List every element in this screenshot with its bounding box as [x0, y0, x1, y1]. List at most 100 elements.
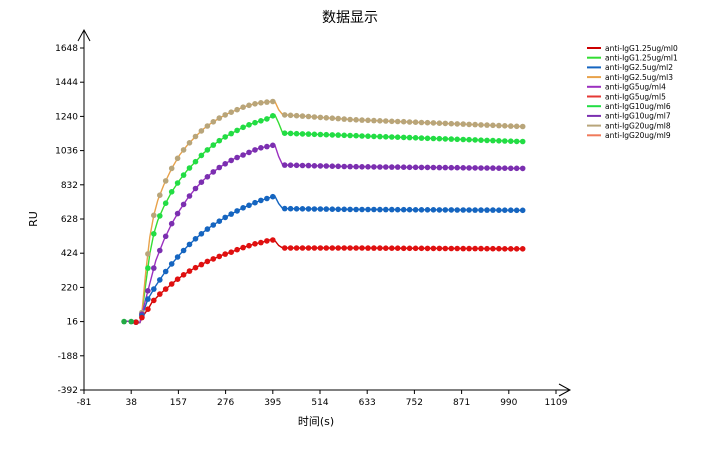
series-point [418, 245, 425, 252]
series-point [270, 142, 276, 149]
series-point [246, 149, 252, 156]
series-point [157, 247, 163, 254]
series-point [186, 268, 193, 274]
series-point [198, 261, 205, 268]
series-point [347, 163, 353, 170]
series-point [210, 256, 217, 262]
y-tick-label: -392 [58, 386, 78, 396]
series-point [180, 172, 187, 178]
series-point [478, 122, 484, 128]
series-point [210, 142, 217, 148]
y-tick-label: 16 [67, 318, 79, 328]
series-point [394, 134, 401, 140]
series-point [406, 206, 413, 213]
series-point [222, 134, 228, 140]
series-point [186, 140, 193, 146]
series-point [502, 165, 508, 171]
series-point [424, 119, 431, 126]
series-point [418, 207, 425, 213]
series-point [335, 245, 342, 251]
series-point [371, 133, 377, 140]
series-point [371, 206, 377, 213]
series-point [389, 206, 395, 213]
series-point [359, 117, 365, 123]
series-point [264, 116, 270, 122]
series-point [513, 165, 520, 172]
x-tick-label: 514 [311, 398, 328, 408]
y-tick-label: -188 [58, 352, 79, 362]
series-point [466, 207, 472, 213]
legend-label: anti-IgG10ug/ml7 [605, 112, 671, 121]
series-point [466, 245, 472, 252]
series-point [430, 245, 437, 252]
x-tick-label: 633 [359, 398, 376, 408]
series-point [466, 165, 472, 171]
series-point [145, 265, 151, 271]
series-point [371, 245, 377, 251]
series-point [424, 207, 431, 213]
series-point [162, 233, 169, 240]
series-point [198, 179, 205, 185]
series-point [305, 113, 312, 120]
series-point [299, 206, 306, 212]
series-point [454, 207, 461, 213]
series-point [186, 241, 193, 248]
series-point [347, 132, 353, 139]
series-point [454, 164, 461, 171]
legend-label: anti-IgG5ug/ml4 [605, 83, 666, 92]
legend-label: anti-IgG2.5ug/ml3 [605, 73, 673, 82]
series-point [145, 288, 151, 294]
series-point [478, 165, 484, 171]
series-point [162, 178, 169, 184]
series-point [168, 189, 175, 195]
series-point [353, 132, 359, 139]
series-point [365, 164, 371, 170]
series-point [216, 137, 223, 144]
series-point [281, 245, 288, 251]
series-point [466, 121, 472, 128]
series-point [246, 102, 252, 109]
series-point [157, 192, 163, 198]
series-point [478, 207, 484, 213]
series-point [252, 147, 258, 153]
series-point [359, 133, 365, 139]
series-point [246, 202, 252, 209]
series-point [371, 117, 377, 124]
series-point [436, 164, 443, 171]
series-point [186, 165, 193, 171]
series-point [293, 206, 300, 212]
series-point [210, 222, 217, 228]
series-point [496, 165, 502, 171]
series-point [240, 124, 246, 131]
y-tick-label: 1240 [55, 112, 78, 122]
series-point [293, 162, 300, 169]
legend: anti-IgG1.25ug/ml0anti-IgG1.25ug/ml1anti… [587, 44, 678, 140]
y-tick-label: 1648 [55, 44, 78, 54]
series-point [448, 207, 455, 213]
series-point [228, 130, 234, 137]
series-point [383, 134, 389, 140]
series-point [508, 207, 514, 213]
series-point [513, 138, 520, 145]
series-point [519, 138, 526, 145]
series-point [329, 132, 336, 138]
series-point [311, 206, 318, 212]
series-point [347, 245, 353, 251]
series-point [484, 207, 490, 213]
series-point [377, 133, 383, 140]
x-tick-label: 871 [453, 398, 470, 408]
series-point [258, 239, 264, 246]
series-point [323, 245, 330, 251]
series-point [412, 207, 419, 213]
series-point [180, 247, 187, 254]
series-point [383, 164, 389, 170]
series-point [341, 116, 348, 122]
series-point [519, 246, 526, 252]
series-point [484, 137, 490, 144]
series-point [341, 206, 348, 213]
series-point [270, 98, 276, 105]
series-point [311, 245, 318, 251]
series-point [151, 286, 157, 292]
series-point [264, 99, 270, 105]
series-point [228, 249, 234, 255]
